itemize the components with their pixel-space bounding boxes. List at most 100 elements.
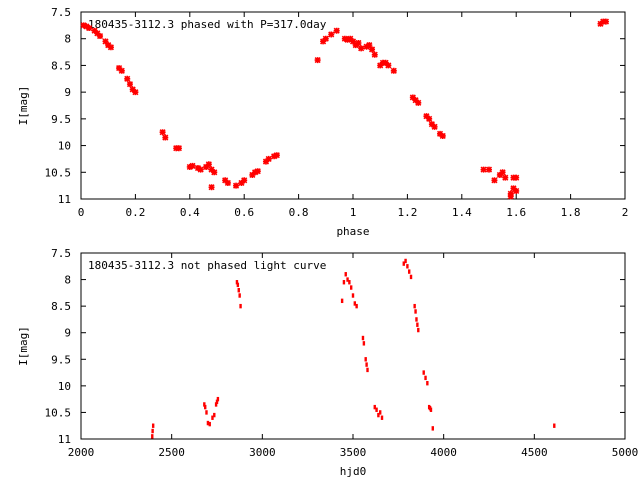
data-point	[379, 410, 382, 415]
data-point	[159, 129, 166, 136]
data-point	[366, 367, 369, 373]
data-point	[175, 145, 182, 152]
data-point	[252, 169, 259, 176]
y-tick-label: 9.5	[51, 353, 71, 366]
data-point	[406, 264, 409, 269]
data-point	[364, 357, 367, 362]
data-point	[404, 258, 407, 264]
data-point	[238, 179, 245, 187]
data-point	[254, 168, 261, 175]
data-point	[340, 298, 344, 304]
data-point	[507, 193, 514, 200]
x-tick-label: 2500	[158, 446, 185, 459]
x-axis-label: hjd0	[340, 465, 367, 478]
data-point	[371, 51, 378, 58]
data-point	[373, 404, 376, 410]
data-point	[205, 410, 208, 415]
x-tick-label: 4000	[430, 446, 457, 459]
data-point	[132, 89, 139, 96]
data-point	[353, 301, 357, 306]
y-tick-label: 10.5	[45, 166, 72, 179]
data-point	[186, 163, 193, 171]
data-point	[431, 123, 438, 130]
data-point	[355, 39, 362, 47]
data-point	[409, 94, 416, 101]
data-point	[351, 293, 355, 298]
data-point	[208, 166, 215, 173]
data-point	[116, 65, 123, 72]
data-point	[235, 280, 239, 285]
x-tick-label: 0	[78, 206, 85, 219]
data-point	[429, 407, 433, 412]
data-point	[348, 280, 351, 285]
phased-light-curve-panel: 0 0.2 0.4 0.6 0.8 1 1.2 1.4 1.6 1.8 2 7.5 8 8.5 9 9.5 10…	[17, 6, 628, 238]
x-tick-label: 1.8	[561, 206, 581, 219]
data-point	[238, 293, 241, 298]
x-tick-label: 0.4	[180, 206, 200, 219]
y-tick-label: 8.5	[51, 59, 71, 72]
unphased-light-curve-panel: 2000 2500 3000 3500 4000 4500 5000 7.5 8 8.5 9 9.5 1…	[17, 247, 638, 478]
data-point	[222, 177, 229, 184]
y-tick-label: 7.5	[51, 247, 71, 260]
data-point	[510, 185, 517, 192]
y-tick-label: 8.5	[51, 300, 71, 313]
data-point	[236, 282, 240, 288]
data-point	[86, 24, 93, 32]
data-point	[214, 402, 218, 407]
chart-title: 180435-3112.3 not phased light curve	[88, 259, 326, 272]
data-point	[273, 152, 280, 159]
data-point	[416, 322, 419, 327]
data-point	[342, 280, 346, 285]
data-point	[422, 370, 425, 375]
data-point	[265, 155, 272, 162]
data-point	[423, 113, 430, 120]
data-point	[249, 171, 256, 179]
data-point	[215, 399, 219, 404]
data-point	[91, 27, 98, 34]
x-tick-label: 2	[622, 206, 629, 219]
data-point	[151, 423, 155, 428]
x-tick-label: 4500	[521, 446, 548, 459]
data-point	[412, 97, 419, 104]
data-point	[402, 261, 405, 266]
x-tick-label: 1.4	[452, 206, 472, 219]
data-point	[203, 163, 210, 171]
y-tick-label: 10	[58, 380, 71, 393]
data-point	[107, 44, 114, 51]
data-point	[96, 32, 104, 40]
data-point	[368, 46, 376, 53]
data-point	[239, 303, 242, 309]
data-point	[189, 162, 196, 169]
data-point	[341, 35, 348, 42]
data-point	[314, 57, 321, 64]
x-tick-label: 0.6	[234, 206, 254, 219]
data-point	[385, 62, 392, 69]
data-point	[366, 42, 373, 49]
data-point	[382, 59, 389, 66]
data-point	[553, 423, 556, 428]
data-point	[426, 115, 433, 122]
data-point	[355, 303, 358, 309]
data-point	[415, 317, 418, 322]
data-point	[485, 166, 493, 173]
data-point	[361, 335, 365, 341]
data-point	[151, 434, 154, 439]
data-point	[502, 174, 509, 181]
data-point	[431, 426, 434, 431]
data-point	[208, 184, 215, 191]
data-point	[346, 277, 349, 282]
data-point	[237, 288, 240, 293]
data-point	[126, 81, 134, 88]
data-point	[417, 327, 420, 333]
y-tick-label: 9	[64, 327, 71, 340]
data-point	[204, 404, 207, 410]
y-tick-label: 11	[58, 193, 71, 206]
data-point	[322, 35, 329, 42]
data-point	[344, 272, 347, 277]
data-point	[206, 420, 210, 426]
data-point	[499, 169, 506, 176]
x-tick-label: 0.8	[289, 206, 309, 219]
data-point	[480, 166, 487, 173]
